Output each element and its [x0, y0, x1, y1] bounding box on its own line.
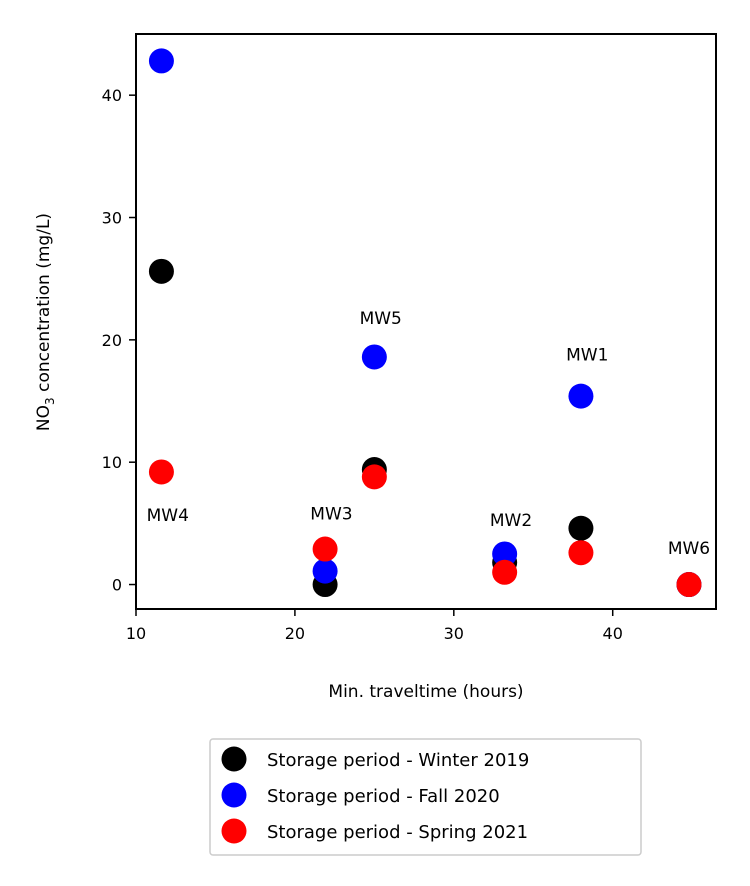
- axis-ticks: 10 20 30 40 0 10 20 30 40: [102, 86, 623, 643]
- x-tick-label-20: 20: [285, 624, 305, 643]
- well-labels: MW4 MW3 MW5 MW2 MW1 MW6: [147, 309, 711, 559]
- point-series-1-1: [312, 558, 338, 584]
- well-label-mw3: MW3: [310, 505, 352, 525]
- x-tick-label-10: 10: [126, 624, 146, 643]
- point-series-2-4: [568, 540, 594, 566]
- legend-label-1: Storage period - Fall 2020: [267, 786, 500, 807]
- point-series-0-4: [568, 515, 594, 541]
- x-axis-label: Min. traveltime (hours): [328, 682, 523, 702]
- y-tick-label-30: 30: [102, 209, 122, 228]
- point-series-2-0: [148, 459, 174, 485]
- y-tick-label-0: 0: [112, 576, 122, 595]
- point-series-1-4: [568, 383, 594, 409]
- x-tick-label-40: 40: [603, 624, 623, 643]
- point-series-0-0: [148, 258, 174, 284]
- y-tick-label-40: 40: [102, 86, 122, 105]
- y-axis-label: NO3 concentration (mg/L): [34, 213, 57, 431]
- y-tick-label-10: 10: [102, 453, 122, 472]
- point-series-2-5: [676, 572, 702, 598]
- point-series-1-2: [361, 344, 387, 370]
- well-label-mw4: MW4: [147, 506, 189, 526]
- point-series-1-0: [148, 48, 174, 74]
- plot-marks: [148, 48, 702, 598]
- legend-marker-1: [221, 782, 247, 808]
- plot-frame: [135, 33, 717, 610]
- well-label-mw6: MW6: [668, 539, 710, 559]
- legend-frame: [209, 738, 642, 856]
- legend-label-2: Storage period - Spring 2021: [267, 822, 528, 843]
- point-series-2-2: [361, 464, 387, 490]
- legend-marker-2: [221, 818, 247, 844]
- x-tick-label-30: 30: [444, 624, 464, 643]
- point-series-2-3: [492, 559, 518, 585]
- point-series-2-1: [312, 536, 338, 562]
- legend-marker-0: [221, 746, 247, 772]
- y-axis-label-subscript: 3: [43, 397, 57, 405]
- legend-label-0: Storage period - Winter 2019: [267, 750, 529, 771]
- legend: Storage period - Winter 2019 Storage peri…: [209, 738, 642, 856]
- point-series-1-3: [492, 541, 518, 567]
- well-label-mw5: MW5: [360, 309, 402, 329]
- y-tick-label-20: 20: [102, 331, 122, 350]
- well-label-mw1: MW1: [566, 346, 608, 366]
- well-label-mw2: MW2: [490, 511, 532, 531]
